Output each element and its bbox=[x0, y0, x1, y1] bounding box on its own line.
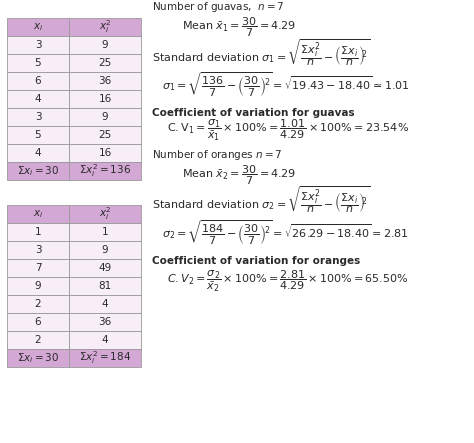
FancyBboxPatch shape bbox=[7, 144, 69, 162]
FancyBboxPatch shape bbox=[7, 18, 69, 36]
Text: 6: 6 bbox=[35, 76, 41, 86]
Text: Coefficient of variation for oranges: Coefficient of variation for oranges bbox=[152, 256, 360, 266]
FancyBboxPatch shape bbox=[69, 331, 141, 349]
FancyBboxPatch shape bbox=[7, 90, 69, 108]
Text: 2: 2 bbox=[35, 335, 41, 345]
FancyBboxPatch shape bbox=[7, 36, 69, 54]
Text: 49: 49 bbox=[99, 263, 111, 273]
Text: 2: 2 bbox=[35, 299, 41, 309]
Text: 25: 25 bbox=[99, 130, 111, 140]
FancyBboxPatch shape bbox=[69, 144, 141, 162]
Text: 3: 3 bbox=[35, 112, 41, 122]
Text: 9: 9 bbox=[102, 245, 109, 255]
Text: 6: 6 bbox=[35, 317, 41, 327]
Text: 5: 5 bbox=[35, 130, 41, 140]
FancyBboxPatch shape bbox=[69, 72, 141, 90]
FancyBboxPatch shape bbox=[69, 313, 141, 331]
Text: 3: 3 bbox=[35, 40, 41, 50]
Text: Number of guavas,  $n = 7$: Number of guavas, $n = 7$ bbox=[152, 0, 285, 14]
Text: 36: 36 bbox=[99, 317, 111, 327]
FancyBboxPatch shape bbox=[7, 205, 69, 223]
FancyBboxPatch shape bbox=[69, 295, 141, 313]
FancyBboxPatch shape bbox=[7, 331, 69, 349]
Text: 81: 81 bbox=[99, 281, 111, 291]
Text: 36: 36 bbox=[99, 76, 111, 86]
FancyBboxPatch shape bbox=[69, 18, 141, 36]
FancyBboxPatch shape bbox=[7, 313, 69, 331]
Text: $\sigma_2 = \sqrt{\dfrac{184}{7} - \left(\dfrac{30}{7}\right)^{\!2}} = \sqrt{26.: $\sigma_2 = \sqrt{\dfrac{184}{7} - \left… bbox=[162, 219, 409, 247]
FancyBboxPatch shape bbox=[69, 162, 141, 180]
Text: 4: 4 bbox=[102, 299, 109, 309]
FancyBboxPatch shape bbox=[7, 54, 69, 72]
Text: 25: 25 bbox=[99, 58, 111, 68]
Text: Standard deviation $\sigma_2 = \sqrt{\dfrac{\Sigma x_i^{2}}{n} - \left(\dfrac{\S: Standard deviation $\sigma_2 = \sqrt{\df… bbox=[152, 184, 370, 216]
Text: Mean $\bar{x}_1 = \dfrac{30}{7} = 4.29$: Mean $\bar{x}_1 = \dfrac{30}{7} = 4.29$ bbox=[182, 15, 296, 39]
FancyBboxPatch shape bbox=[7, 162, 69, 180]
Text: Coefficient of variation for guavas: Coefficient of variation for guavas bbox=[152, 108, 355, 118]
FancyBboxPatch shape bbox=[7, 241, 69, 259]
Text: 9: 9 bbox=[35, 281, 41, 291]
Text: 1: 1 bbox=[102, 227, 109, 237]
Text: 7: 7 bbox=[35, 263, 41, 273]
Text: $C.V_2 = \dfrac{\sigma_2}{\bar{x}_2} \times 100\% = \dfrac{2.81}{4.29} \times 10: $C.V_2 = \dfrac{\sigma_2}{\bar{x}_2} \ti… bbox=[167, 268, 409, 294]
Text: $\Sigma x_i^{2} = 184$: $\Sigma x_i^{2} = 184$ bbox=[79, 350, 131, 366]
Text: $\Sigma x_i = 30$: $\Sigma x_i = 30$ bbox=[17, 351, 59, 365]
Text: 16: 16 bbox=[99, 148, 111, 158]
FancyBboxPatch shape bbox=[7, 223, 69, 241]
Text: $\sigma_1 = \sqrt{\dfrac{136}{7} - \left(\dfrac{30}{7}\right)^{\!2}} = \sqrt{19.: $\sigma_1 = \sqrt{\dfrac{136}{7} - \left… bbox=[162, 71, 410, 99]
Text: $\mathrm{C.V}_1 = \dfrac{\sigma_1}{\bar{x}_1} \times 100\% = \dfrac{1.01}{4.29} : $\mathrm{C.V}_1 = \dfrac{\sigma_1}{\bar{… bbox=[167, 117, 409, 143]
FancyBboxPatch shape bbox=[69, 205, 141, 223]
Text: Standard deviation $\sigma_1 = \sqrt{\dfrac{\Sigma x_i^{2}}{n} - \left(\dfrac{\S: Standard deviation $\sigma_1 = \sqrt{\df… bbox=[152, 37, 370, 69]
FancyBboxPatch shape bbox=[69, 126, 141, 144]
FancyBboxPatch shape bbox=[7, 277, 69, 295]
FancyBboxPatch shape bbox=[69, 223, 141, 241]
Text: 3: 3 bbox=[35, 245, 41, 255]
FancyBboxPatch shape bbox=[69, 54, 141, 72]
Text: $\Sigma x_i = 30$: $\Sigma x_i = 30$ bbox=[17, 164, 59, 178]
FancyBboxPatch shape bbox=[69, 36, 141, 54]
FancyBboxPatch shape bbox=[7, 72, 69, 90]
Text: $x_i^{2}$: $x_i^{2}$ bbox=[99, 19, 111, 35]
Text: $x_i$: $x_i$ bbox=[33, 21, 43, 33]
FancyBboxPatch shape bbox=[69, 241, 141, 259]
Text: 9: 9 bbox=[102, 112, 109, 122]
FancyBboxPatch shape bbox=[7, 108, 69, 126]
FancyBboxPatch shape bbox=[69, 277, 141, 295]
FancyBboxPatch shape bbox=[69, 90, 141, 108]
Text: $x_i^{2}$: $x_i^{2}$ bbox=[99, 206, 111, 222]
FancyBboxPatch shape bbox=[69, 259, 141, 277]
FancyBboxPatch shape bbox=[7, 126, 69, 144]
Text: 4: 4 bbox=[102, 335, 109, 345]
Text: Mean $\bar{x}_2 = \dfrac{30}{7} = 4.29$: Mean $\bar{x}_2 = \dfrac{30}{7} = 4.29$ bbox=[182, 163, 296, 187]
Text: Number of oranges $n = 7$: Number of oranges $n = 7$ bbox=[152, 148, 283, 162]
FancyBboxPatch shape bbox=[69, 349, 141, 367]
Text: $\Sigma x_i^{2} = 136$: $\Sigma x_i^{2} = 136$ bbox=[79, 163, 131, 179]
Text: 5: 5 bbox=[35, 58, 41, 68]
Text: $x_i$: $x_i$ bbox=[33, 208, 43, 220]
Text: 4: 4 bbox=[35, 94, 41, 104]
Text: 4: 4 bbox=[35, 148, 41, 158]
FancyBboxPatch shape bbox=[7, 259, 69, 277]
Text: 16: 16 bbox=[99, 94, 111, 104]
Text: 9: 9 bbox=[102, 40, 109, 50]
FancyBboxPatch shape bbox=[7, 295, 69, 313]
FancyBboxPatch shape bbox=[69, 108, 141, 126]
Text: 1: 1 bbox=[35, 227, 41, 237]
FancyBboxPatch shape bbox=[7, 349, 69, 367]
